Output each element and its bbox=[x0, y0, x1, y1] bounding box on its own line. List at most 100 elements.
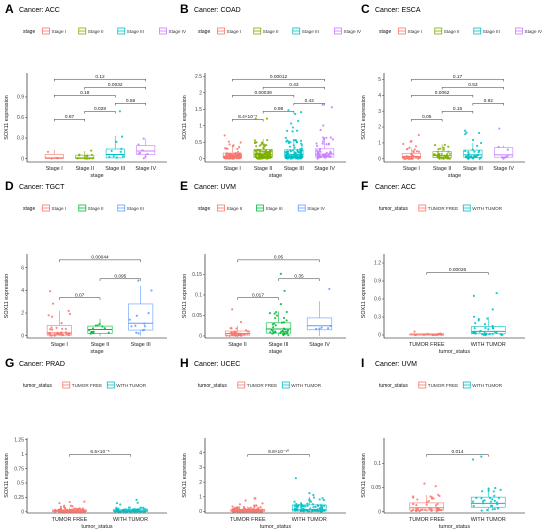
data-point bbox=[258, 144, 261, 147]
y-tick-label: 1 bbox=[199, 123, 202, 129]
data-point bbox=[473, 150, 476, 153]
data-point bbox=[268, 311, 271, 315]
legend-title: stage bbox=[23, 206, 35, 212]
y-tick-label: 0.3 bbox=[17, 136, 24, 142]
data-point bbox=[290, 155, 293, 158]
data-point bbox=[255, 141, 258, 144]
y-tick-label: 2 bbox=[199, 480, 202, 486]
data-point bbox=[294, 138, 297, 142]
data-point bbox=[52, 302, 55, 305]
data-point bbox=[253, 139, 256, 142]
data-point bbox=[47, 314, 50, 317]
x-tick-label: TUMOR FREE bbox=[52, 517, 88, 523]
data-point bbox=[237, 153, 240, 156]
data-point bbox=[291, 126, 295, 129]
data-point bbox=[236, 147, 239, 151]
data-point bbox=[135, 314, 138, 317]
data-point bbox=[254, 155, 257, 158]
data-point bbox=[321, 497, 324, 500]
x-tick-label: TUMOR FREE bbox=[409, 517, 445, 523]
data-point bbox=[480, 497, 483, 500]
y-tick-label: 0 bbox=[378, 333, 381, 339]
legend-entry: Stage II bbox=[227, 206, 243, 211]
data-point bbox=[138, 151, 142, 155]
comparison-bracket bbox=[59, 259, 141, 263]
data-point bbox=[482, 333, 486, 337]
comparison-bracket bbox=[237, 259, 320, 263]
data-point bbox=[238, 506, 241, 509]
data-point bbox=[112, 155, 115, 158]
data-point bbox=[121, 155, 125, 158]
data-point bbox=[328, 287, 331, 291]
data-point bbox=[325, 154, 328, 158]
data-point bbox=[60, 322, 63, 325]
data-point bbox=[413, 148, 416, 151]
comparison-bracket bbox=[54, 78, 146, 82]
x-tick-label: Stage IV bbox=[309, 342, 330, 348]
data-point bbox=[242, 505, 245, 509]
y-tick-label: 0.25 bbox=[14, 495, 24, 501]
data-point bbox=[316, 504, 320, 508]
data-point bbox=[234, 153, 237, 156]
x-tick-label: WITH TUMOR bbox=[471, 517, 506, 523]
data-point bbox=[468, 156, 471, 159]
box bbox=[136, 145, 156, 155]
data-point bbox=[478, 149, 481, 153]
data-point bbox=[238, 503, 242, 506]
y-tick-label: 3 bbox=[378, 109, 381, 115]
y-tick-label: 0.6 bbox=[17, 115, 24, 121]
data-point bbox=[259, 506, 262, 509]
legend-entry: WITH TUMOR bbox=[472, 383, 502, 388]
data-point bbox=[226, 147, 229, 150]
data-point bbox=[261, 502, 264, 505]
data-point bbox=[489, 504, 493, 507]
data-point bbox=[412, 496, 415, 499]
comparison-bracket bbox=[441, 86, 504, 90]
data-point bbox=[417, 150, 421, 153]
data-point bbox=[439, 147, 442, 150]
legend-entry: Stage I bbox=[408, 29, 423, 34]
p-value-label: 9.8×10⁻¹⁰ bbox=[268, 449, 289, 455]
data-point bbox=[434, 485, 437, 488]
data-point bbox=[134, 324, 137, 327]
x-axis-title: tumor_status bbox=[260, 524, 291, 530]
data-point bbox=[55, 326, 58, 330]
data-point bbox=[282, 333, 285, 336]
data-point bbox=[315, 142, 318, 145]
data-point bbox=[312, 493, 315, 497]
data-point bbox=[491, 498, 494, 501]
panel-title: Cancer: TGCT bbox=[19, 184, 65, 191]
comparison-bracket bbox=[426, 454, 489, 457]
data-point bbox=[91, 327, 95, 330]
p-value-label: 0.58 bbox=[126, 98, 136, 104]
comparison-bracket bbox=[59, 297, 101, 300]
legend-entry: TUMOR FREE bbox=[72, 383, 102, 388]
data-point bbox=[239, 320, 243, 324]
data-point bbox=[442, 148, 446, 151]
data-point bbox=[430, 508, 433, 511]
data-point bbox=[128, 318, 131, 321]
p-value-label: 0.028 bbox=[94, 106, 106, 112]
data-point bbox=[261, 150, 264, 153]
data-point bbox=[300, 156, 303, 159]
data-point bbox=[103, 327, 106, 330]
data-point bbox=[312, 496, 316, 499]
data-point bbox=[438, 157, 441, 160]
data-point bbox=[496, 507, 500, 510]
x-tick-label: Stage I bbox=[403, 166, 420, 172]
y-axis-title: SOX11 expression bbox=[4, 95, 10, 140]
data-point bbox=[321, 140, 325, 143]
p-value-label: 8.4×10⁻⁵ bbox=[238, 114, 257, 120]
data-point bbox=[288, 145, 292, 148]
panel-title: Cancer: ESCA bbox=[375, 7, 421, 14]
panel-label: C bbox=[361, 2, 370, 16]
data-point bbox=[98, 322, 101, 325]
y-tick-label: 1.2 bbox=[374, 261, 381, 267]
legend-title: stage bbox=[23, 29, 35, 35]
data-point bbox=[486, 317, 489, 320]
data-point bbox=[480, 455, 483, 458]
y-tick-label: 0.1 bbox=[195, 293, 202, 299]
data-point bbox=[227, 140, 230, 143]
x-tick-label: WITH TUMOR bbox=[292, 517, 327, 523]
legend-entry: Stage III bbox=[302, 29, 319, 34]
